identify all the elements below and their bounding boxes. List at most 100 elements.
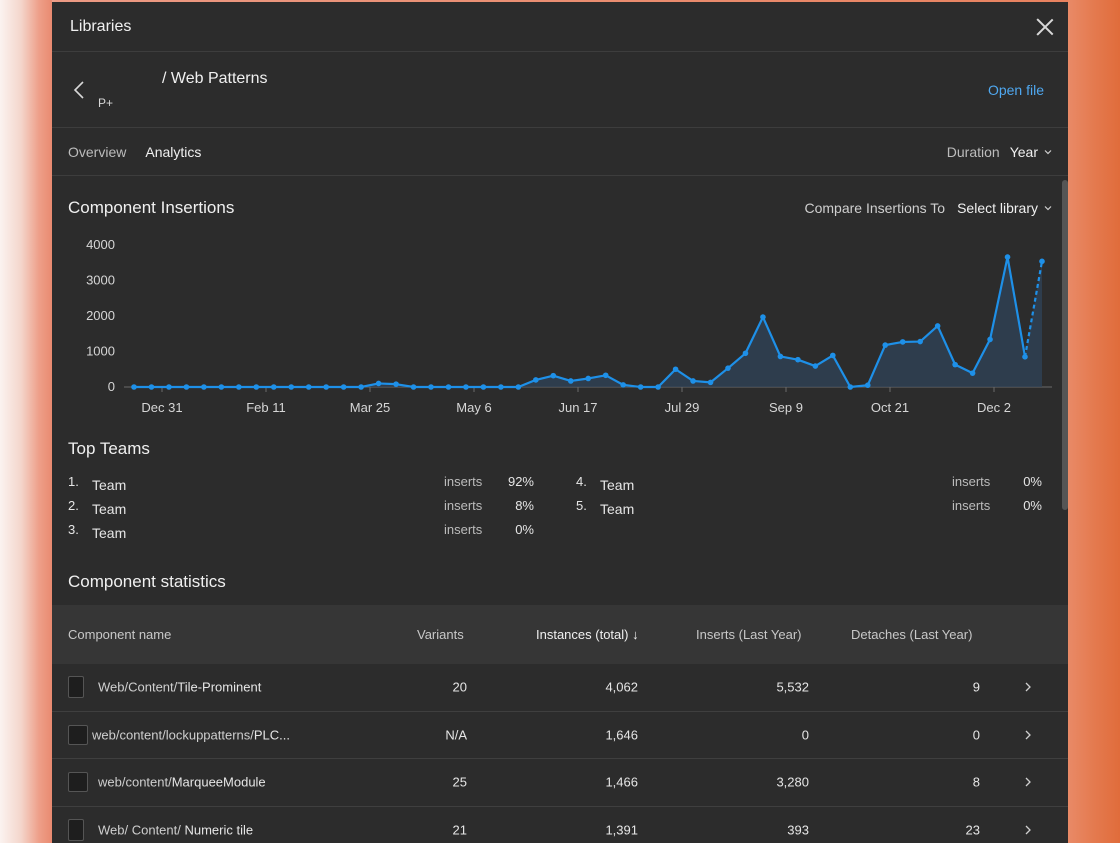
data-point xyxy=(777,353,784,360)
data-point xyxy=(166,384,172,390)
y-tick-label: 1000 xyxy=(86,344,115,359)
tab-overview[interactable]: Overview xyxy=(68,143,127,160)
x-tick-label: Dec 31 xyxy=(141,400,182,415)
x-tick-label: Feb 11 xyxy=(246,400,286,415)
duration-select[interactable]: Year xyxy=(1010,144,1052,160)
component-name: Web/ Content/ Numeric tile xyxy=(98,822,253,837)
duration-control: Duration Year xyxy=(947,144,1052,160)
instances-value: 1,466 xyxy=(605,774,638,790)
x-tick-label: Sep 9 xyxy=(769,400,803,415)
insertions-title: Component Insertions xyxy=(68,198,235,217)
variants-value: 25 xyxy=(452,774,467,790)
data-point xyxy=(742,350,749,357)
top-teams-title: Top Teams xyxy=(68,439,150,458)
insertions-chart: 4000 3000 2000 1000 0 Dec 31 Feb 11 Mar 25 May 6… xyxy=(52,230,1068,420)
data-point xyxy=(288,384,295,390)
team-inserts-label: inserts xyxy=(444,522,483,537)
team-rank: 2. xyxy=(68,498,79,513)
data-point xyxy=(690,378,696,384)
chevron-down-icon xyxy=(1044,206,1052,211)
detaches-value: 0 xyxy=(972,727,980,743)
data-point xyxy=(637,384,644,390)
back-button[interactable] xyxy=(68,79,90,101)
data-point xyxy=(515,384,522,390)
library-name: / Web Patterns xyxy=(162,70,268,87)
data-point xyxy=(533,377,539,383)
compare-label: Compare Insertions To xyxy=(804,200,946,216)
data-point xyxy=(183,384,190,390)
component-table: Component name Variants Instances (total… xyxy=(52,605,1068,843)
team-inserts-label: inserts xyxy=(444,498,483,513)
data-point xyxy=(567,378,574,384)
data-point xyxy=(393,381,399,387)
team-percent: 8% xyxy=(515,498,534,513)
data-point xyxy=(428,384,434,390)
compare-control: Compare Insertions To Select library xyxy=(804,200,1052,216)
table-header: Component name Variants Instances (total… xyxy=(52,605,1068,664)
open-file-link[interactable]: Open file xyxy=(987,81,1044,98)
component-path: web/content/ xyxy=(98,774,172,790)
data-point xyxy=(253,384,260,390)
chevron-right-icon[interactable] xyxy=(1023,825,1033,835)
column-instances[interactable]: Instances (total) ↓ xyxy=(536,627,639,642)
team-rank: 3. xyxy=(68,522,79,537)
component-short-name: Tile-Prominent xyxy=(177,679,262,695)
x-tick-label: Jun 17 xyxy=(558,400,597,415)
data-point xyxy=(864,382,871,389)
team-name: Team xyxy=(92,501,127,517)
table-row[interactable]: Web/Content/Tile-Prominent 20 4,062 5,53… xyxy=(52,664,1068,712)
component-name: Web/Content/Tile-Prominent xyxy=(98,680,261,695)
chevron-right-icon[interactable] xyxy=(1023,730,1033,740)
series-area xyxy=(134,257,1042,387)
data-point xyxy=(969,370,976,376)
duration-label: Duration xyxy=(946,143,1000,160)
data-point xyxy=(375,380,382,387)
instances-value: 1,646 xyxy=(605,727,638,743)
detaches-value: 9 xyxy=(972,679,980,695)
data-point xyxy=(655,384,661,390)
team-inserts-label: inserts xyxy=(952,474,991,489)
tab-analytics[interactable]: Analytics xyxy=(145,143,202,160)
table-row[interactable]: web/content/MarqueeModule 25 1,466 3,280… xyxy=(52,759,1068,807)
team-rank: 5. xyxy=(576,498,587,513)
team-percent: 0% xyxy=(515,522,534,537)
data-point xyxy=(550,372,557,379)
table-row[interactable]: web/content/lockuppatterns/PLC... N/A 1,… xyxy=(52,712,1068,759)
inserts-value: 3,280 xyxy=(776,774,809,790)
library-logo: P+ xyxy=(98,96,114,110)
chevron-right-icon[interactable] xyxy=(1023,777,1033,787)
component-thumbnail xyxy=(68,772,88,793)
data-point xyxy=(934,323,941,329)
component-thumbnail xyxy=(68,818,84,841)
component-thumbnail xyxy=(68,724,88,745)
data-point xyxy=(602,372,609,379)
table-row[interactable]: Web/ Content/ Numeric tile 21 1,391 393 … xyxy=(52,807,1068,843)
libraries-modal: Libraries P+ / Web Patterns Open file Ov… xyxy=(52,2,1068,843)
column-inserts[interactable]: Inserts (Last Year) xyxy=(696,627,802,642)
y-tick-label: 4000 xyxy=(86,237,115,252)
column-detaches[interactable]: Detaches (Last Year) xyxy=(851,627,973,642)
y-tick-label: 2000 xyxy=(86,308,115,323)
data-point xyxy=(987,336,993,343)
data-point xyxy=(498,384,504,390)
compare-library-select[interactable]: Select library xyxy=(957,200,1052,216)
data-point xyxy=(131,384,137,390)
data-point xyxy=(672,366,679,373)
scrollbar[interactable] xyxy=(1062,180,1068,510)
column-component-name[interactable]: Component name xyxy=(68,627,172,642)
data-point xyxy=(725,365,731,371)
column-variants[interactable]: Variants xyxy=(417,627,464,642)
variants-value: 21 xyxy=(452,822,467,838)
library-header: P+ / Web Patterns Open file xyxy=(52,52,1068,128)
data-point xyxy=(480,384,487,390)
component-name: web/content/MarqueeModule xyxy=(98,775,266,790)
x-tick-label: Dec 2 xyxy=(977,400,1011,415)
chevron-right-icon[interactable] xyxy=(1023,682,1033,692)
data-point xyxy=(847,384,854,390)
component-short-name: MarqueeModule xyxy=(171,774,266,790)
close-icon[interactable] xyxy=(1036,18,1054,36)
inserts-value: 393 xyxy=(787,822,809,838)
data-point xyxy=(795,356,801,363)
component-path: Web/Content/ xyxy=(98,679,178,695)
data-point xyxy=(236,384,242,390)
